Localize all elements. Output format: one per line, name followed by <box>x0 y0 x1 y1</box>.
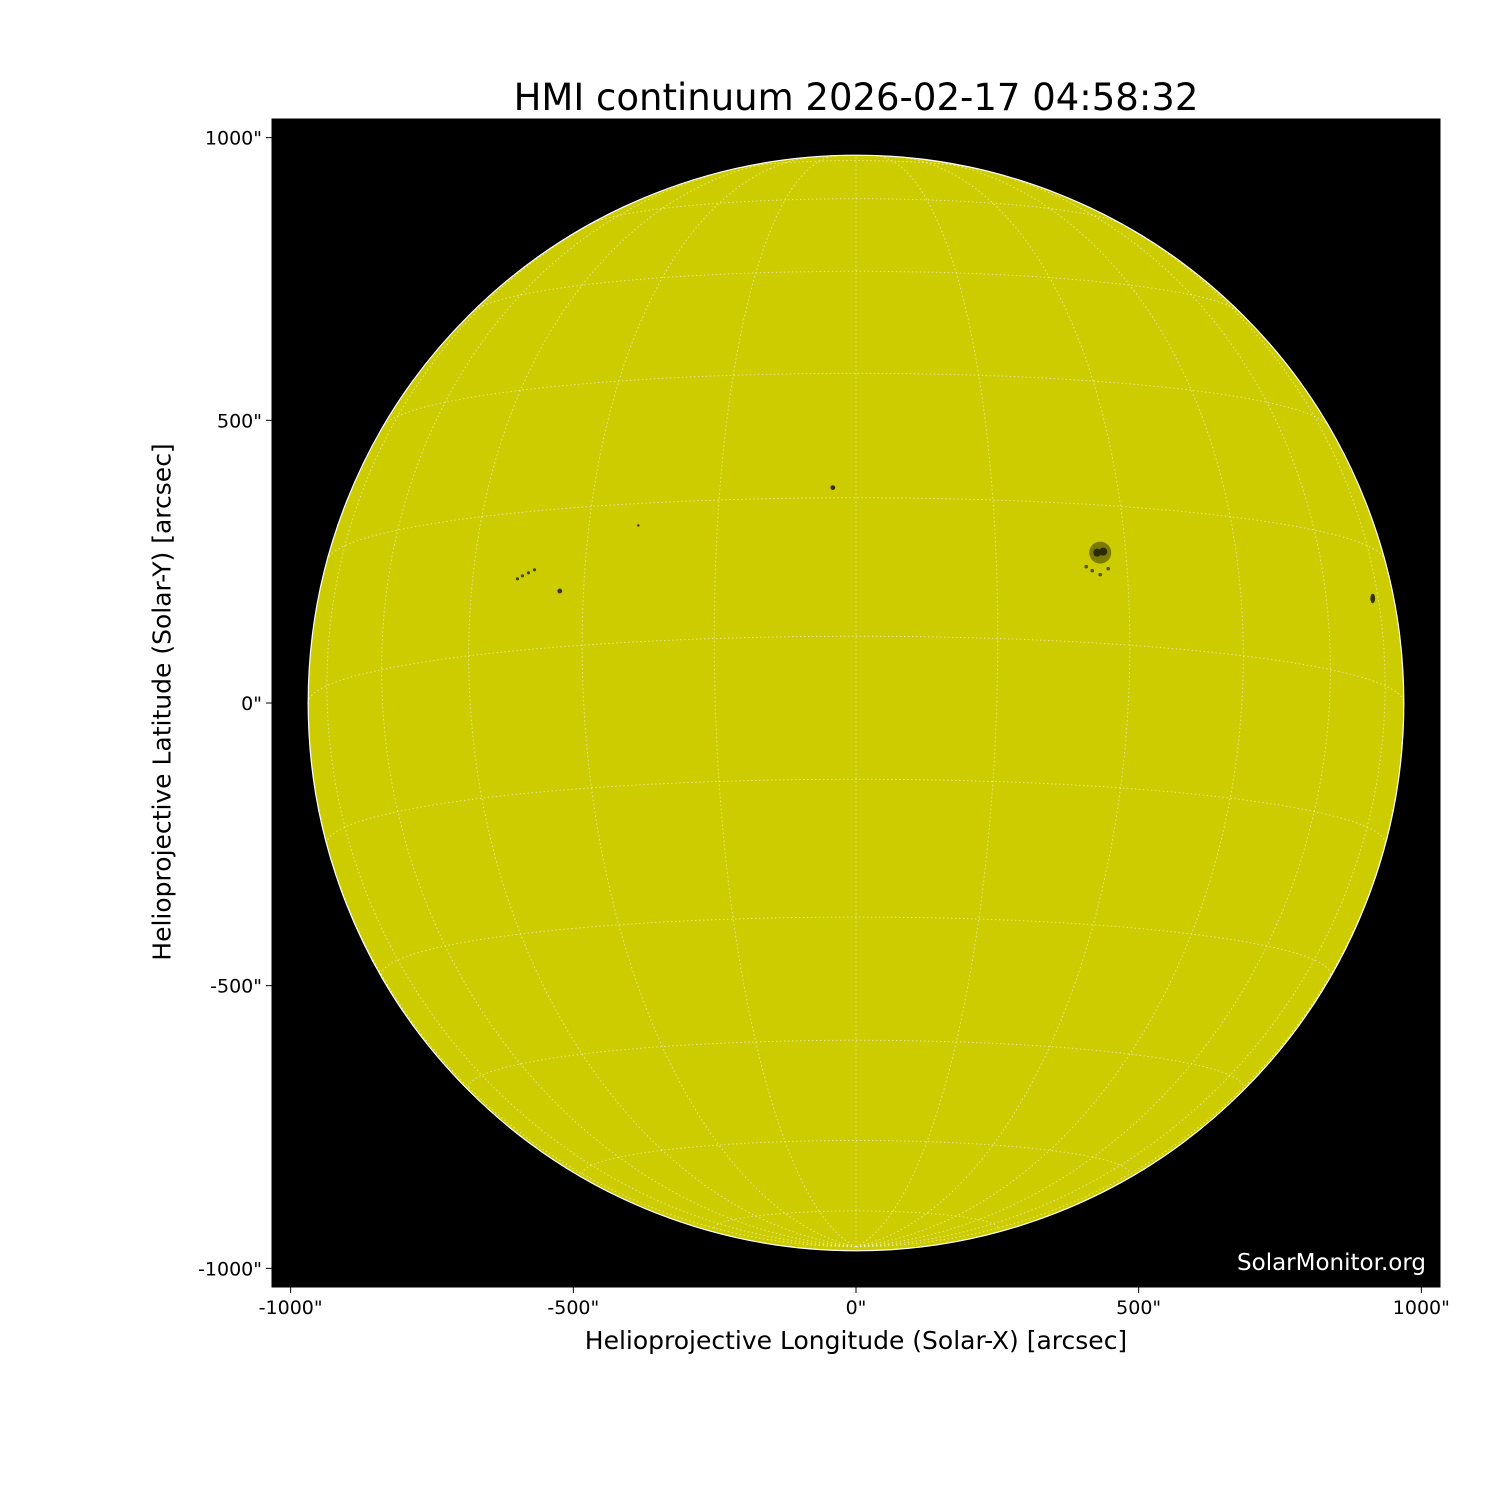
x-tick-label: -1000" <box>259 1297 323 1319</box>
sunspot-pore <box>520 574 525 578</box>
sunspot-umbra <box>1099 547 1108 556</box>
longitude-gridline <box>381 166 857 1248</box>
longitude-gridline <box>581 157 857 1248</box>
y-tick-label: -500" <box>210 976 262 998</box>
longitude-gridline <box>713 155 857 1248</box>
sunspot <box>830 485 836 491</box>
latitude-gridline <box>713 1210 999 1229</box>
sunspot <box>637 524 640 527</box>
sunspot-pore <box>526 571 531 575</box>
y-tick-label: 1000" <box>205 128 262 150</box>
latitude-gridline <box>326 778 1386 844</box>
y-tick-label: -1000" <box>198 1258 262 1280</box>
sunspot-pore <box>1098 572 1103 577</box>
sunspot <box>557 588 563 594</box>
sunspot-pore <box>1090 568 1095 573</box>
latitude-gridline <box>472 270 1240 313</box>
watermark: SolarMonitor.org <box>1237 1250 1426 1276</box>
x-tick-label: 500" <box>1116 1297 1161 1319</box>
y-tick-label: 0" <box>241 693 262 715</box>
sunspot-umbra <box>1093 548 1102 557</box>
x-tick-label: -500" <box>547 1297 599 1319</box>
latitude-gridline <box>326 497 1386 561</box>
longitude-gridline <box>855 166 1331 1248</box>
sunspot <box>1370 593 1376 604</box>
longitude-gridline <box>855 157 1131 1248</box>
solar-disk <box>307 154 1405 1252</box>
latitude-gridline <box>307 635 1405 704</box>
x-tick-label: 1000" <box>1393 1297 1450 1319</box>
longitude-gridline <box>855 155 999 1248</box>
sunspot-pore <box>532 568 537 572</box>
latitude-gridline <box>383 372 1329 426</box>
y-axis-label: Helioprojective Latitude (Solar-Y) [arcs… <box>147 443 177 961</box>
chart-title: HMI continuum 2026-02-17 04:58:32 <box>513 76 1199 119</box>
sunspot-pore <box>1084 564 1089 569</box>
x-tick-label: 0" <box>846 1297 867 1319</box>
x-axis-label: Helioprojective Longitude (Solar-X) [arc… <box>584 1326 1128 1355</box>
y-tick-label: 500" <box>217 410 262 432</box>
sunspot-pore <box>515 577 520 581</box>
sunspot-pore <box>1106 566 1111 571</box>
